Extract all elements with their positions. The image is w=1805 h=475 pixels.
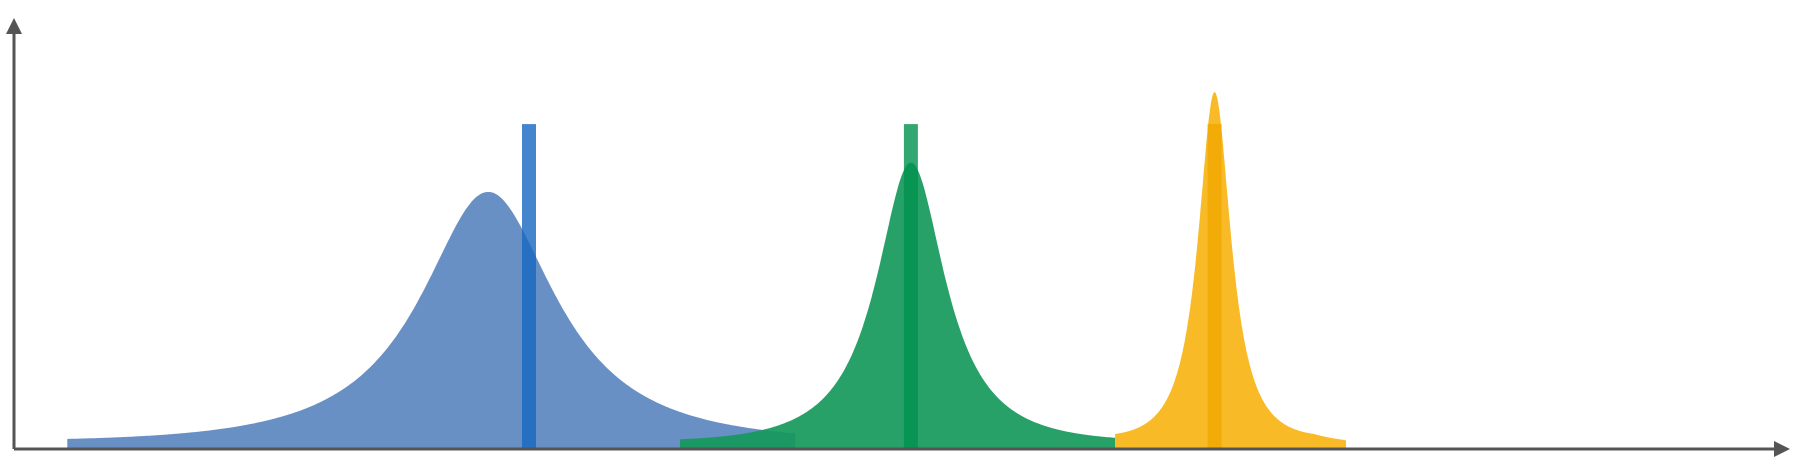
marker-bar-2 bbox=[903, 124, 918, 449]
peak-area-1 bbox=[67, 192, 796, 449]
peak-area-2 bbox=[680, 162, 1116, 449]
y-axis-arrow bbox=[6, 18, 22, 34]
peak-area-3 bbox=[1115, 92, 1346, 449]
marker-bar-1 bbox=[522, 124, 536, 449]
marker-bar-3 bbox=[1207, 124, 1222, 449]
x-axis-arrow bbox=[1774, 441, 1790, 457]
